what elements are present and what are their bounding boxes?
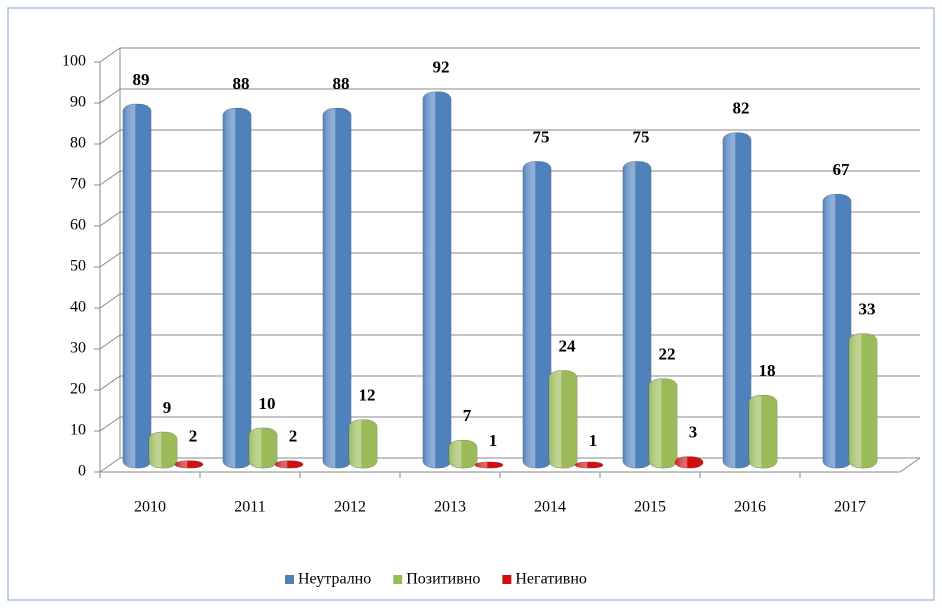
bar-shine bbox=[123, 104, 151, 468]
y-tick-label: 20 bbox=[70, 381, 86, 398]
x-tick-label: 2011 bbox=[234, 499, 265, 516]
bar-shine bbox=[475, 462, 503, 468]
value-label: 10 bbox=[259, 394, 276, 413]
x-tick-label: 2014 bbox=[534, 499, 566, 516]
value-label: 9 bbox=[163, 398, 172, 417]
bar-shine bbox=[449, 440, 477, 468]
grid-line bbox=[99, 88, 920, 104]
x-tick-label: 2015 bbox=[634, 499, 666, 516]
value-label: 3 bbox=[689, 423, 698, 442]
bar-shine bbox=[823, 194, 851, 469]
x-tick-label: 2013 bbox=[434, 499, 466, 516]
bar-shine bbox=[523, 161, 551, 468]
y-tick-label: 90 bbox=[70, 94, 86, 111]
x-tick-label: 2017 bbox=[834, 499, 866, 516]
y-tick-label: 50 bbox=[70, 258, 86, 275]
x-tick-label: 2012 bbox=[334, 499, 366, 516]
y-tick-label: 40 bbox=[70, 299, 86, 316]
value-label: 88 bbox=[233, 74, 250, 93]
legend-label: Негативно bbox=[515, 571, 587, 588]
y-tick-label: 30 bbox=[70, 340, 86, 357]
y-tick-label: 70 bbox=[70, 176, 86, 193]
value-label: 88 bbox=[333, 74, 350, 93]
bar-shine bbox=[623, 161, 651, 468]
value-label: 67 bbox=[833, 160, 851, 179]
bar-shine bbox=[849, 333, 877, 468]
bar-shine bbox=[749, 395, 777, 468]
value-label: 12 bbox=[359, 386, 376, 405]
bar-shine bbox=[223, 108, 251, 468]
y-tick-label: 0 bbox=[78, 463, 86, 480]
bar-shine bbox=[423, 91, 451, 469]
legend-swatch bbox=[393, 575, 403, 584]
value-label: 2 bbox=[189, 427, 198, 446]
value-label: 1 bbox=[589, 431, 598, 450]
bar-shine bbox=[575, 462, 603, 468]
legend-swatch bbox=[502, 575, 512, 584]
bar-shine bbox=[249, 428, 277, 468]
value-label: 92 bbox=[433, 58, 450, 77]
value-label: 82 bbox=[733, 99, 750, 118]
x-tick-label: 2010 bbox=[134, 499, 166, 516]
y-tick-label: 60 bbox=[70, 217, 86, 234]
x-tick-label: 2016 bbox=[734, 499, 766, 516]
bar-shine bbox=[649, 378, 677, 468]
value-label: 24 bbox=[559, 337, 577, 356]
bar-shine bbox=[675, 456, 703, 468]
bar-shine bbox=[323, 108, 351, 468]
legend-swatch bbox=[285, 575, 294, 584]
value-label: 7 bbox=[463, 406, 472, 425]
x-axis bbox=[100, 457, 921, 473]
y-tick-label: 80 bbox=[70, 135, 86, 152]
y-tick-label: 100 bbox=[62, 53, 86, 70]
bar-shine bbox=[723, 132, 751, 469]
frame bbox=[7, 7, 935, 601]
value-label: 1 bbox=[489, 431, 498, 450]
legend-label: Неутрално bbox=[298, 571, 371, 588]
value-label: 18 bbox=[759, 361, 776, 380]
bar-shine bbox=[275, 460, 303, 468]
bar-shine bbox=[149, 432, 177, 468]
bar-shine bbox=[349, 419, 377, 468]
value-label: 75 bbox=[633, 127, 650, 146]
value-label: 75 bbox=[533, 127, 550, 146]
value-label: 2 bbox=[289, 427, 298, 446]
bar-shine bbox=[549, 370, 577, 468]
y-tick-label: 10 bbox=[70, 422, 86, 439]
grid-line bbox=[99, 47, 920, 63]
bar-shine bbox=[175, 460, 203, 468]
value-label: 33 bbox=[859, 300, 876, 319]
value-label: 22 bbox=[659, 345, 676, 364]
legend-label: Позитивно bbox=[406, 571, 480, 588]
value-label: 89 bbox=[133, 70, 150, 89]
